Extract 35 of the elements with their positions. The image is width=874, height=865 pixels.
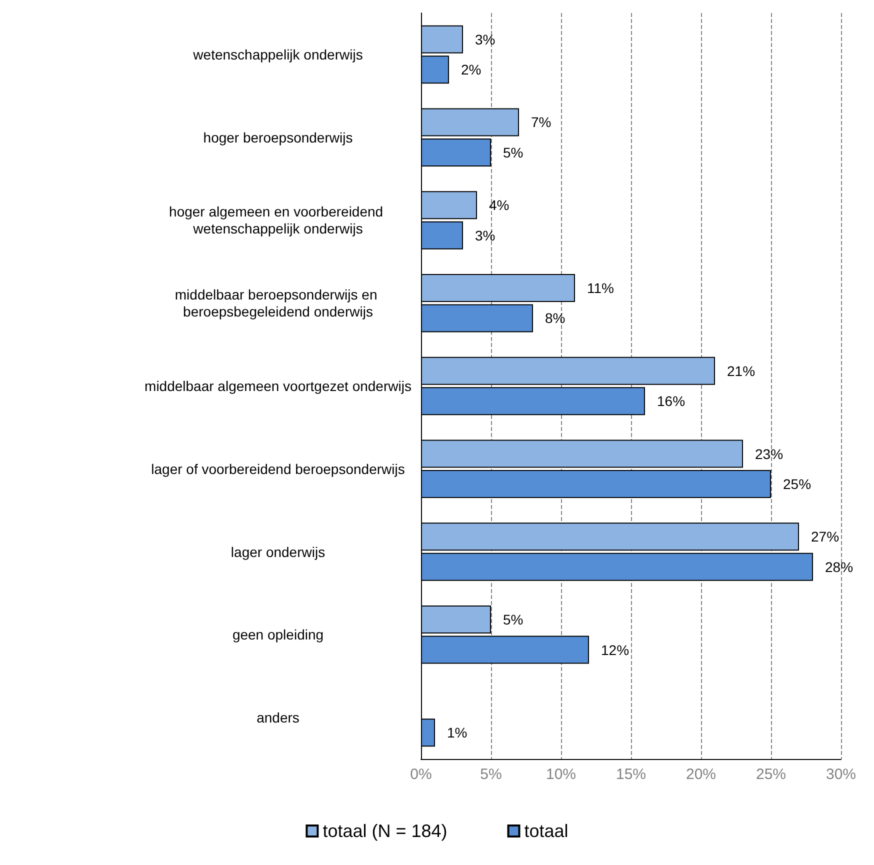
data-label: 12% xyxy=(601,642,630,658)
data-label: 1% xyxy=(447,724,468,741)
data-label: 7% xyxy=(531,114,552,130)
data-label: 23% xyxy=(755,446,784,462)
y-tick-label: geen opleiding xyxy=(232,626,324,643)
data-label: 11% xyxy=(587,280,614,296)
data-label: 3% xyxy=(475,31,496,48)
y-tick-label: hoger algemeen en voorbereidend wetenschappelijk onderwijs xyxy=(169,204,387,237)
x-tick-label: 0% xyxy=(410,766,432,783)
data-label: 5% xyxy=(503,612,524,628)
data-label: 27% xyxy=(811,528,840,545)
x-tick-label: 15% xyxy=(616,766,646,783)
data-label: 21% xyxy=(727,362,756,379)
data-label: 4% xyxy=(489,197,510,214)
x-tick-label: 25% xyxy=(756,766,786,783)
y-tick-label: middelbaar algemeen voortgezet onderwijs xyxy=(144,378,412,394)
y-tick-label: wetenschappelijk onderwijs xyxy=(192,46,363,62)
y-tick-label: lager of voorbereidend beroepsonderwijs xyxy=(151,460,405,477)
y-tick-label: lager onderwijs xyxy=(230,544,326,560)
data-label: 16% xyxy=(657,393,686,410)
x-tick-label: 5% xyxy=(480,766,502,783)
y-tick-label: anders xyxy=(256,710,300,726)
data-label: 2% xyxy=(461,62,482,78)
y-tick-label: hoger beroepsonderwijs xyxy=(203,129,353,146)
data-label: 5% xyxy=(503,144,524,160)
legend-label: totaal xyxy=(524,821,568,841)
data-label: 8% xyxy=(545,310,566,326)
legend-label: totaal (N = 184) xyxy=(322,821,448,841)
x-tick-label: 20% xyxy=(686,766,716,783)
data-label: 28% xyxy=(825,558,854,575)
y-tick-label: middelbaar beroepsonderwijs en beroepsbegeleidend onderwijs xyxy=(174,286,382,320)
x-tick-label: 30% xyxy=(826,766,856,783)
data-label: 25% xyxy=(783,476,812,492)
x-tick-label: 10% xyxy=(546,766,576,783)
data-label: 3% xyxy=(475,227,496,244)
